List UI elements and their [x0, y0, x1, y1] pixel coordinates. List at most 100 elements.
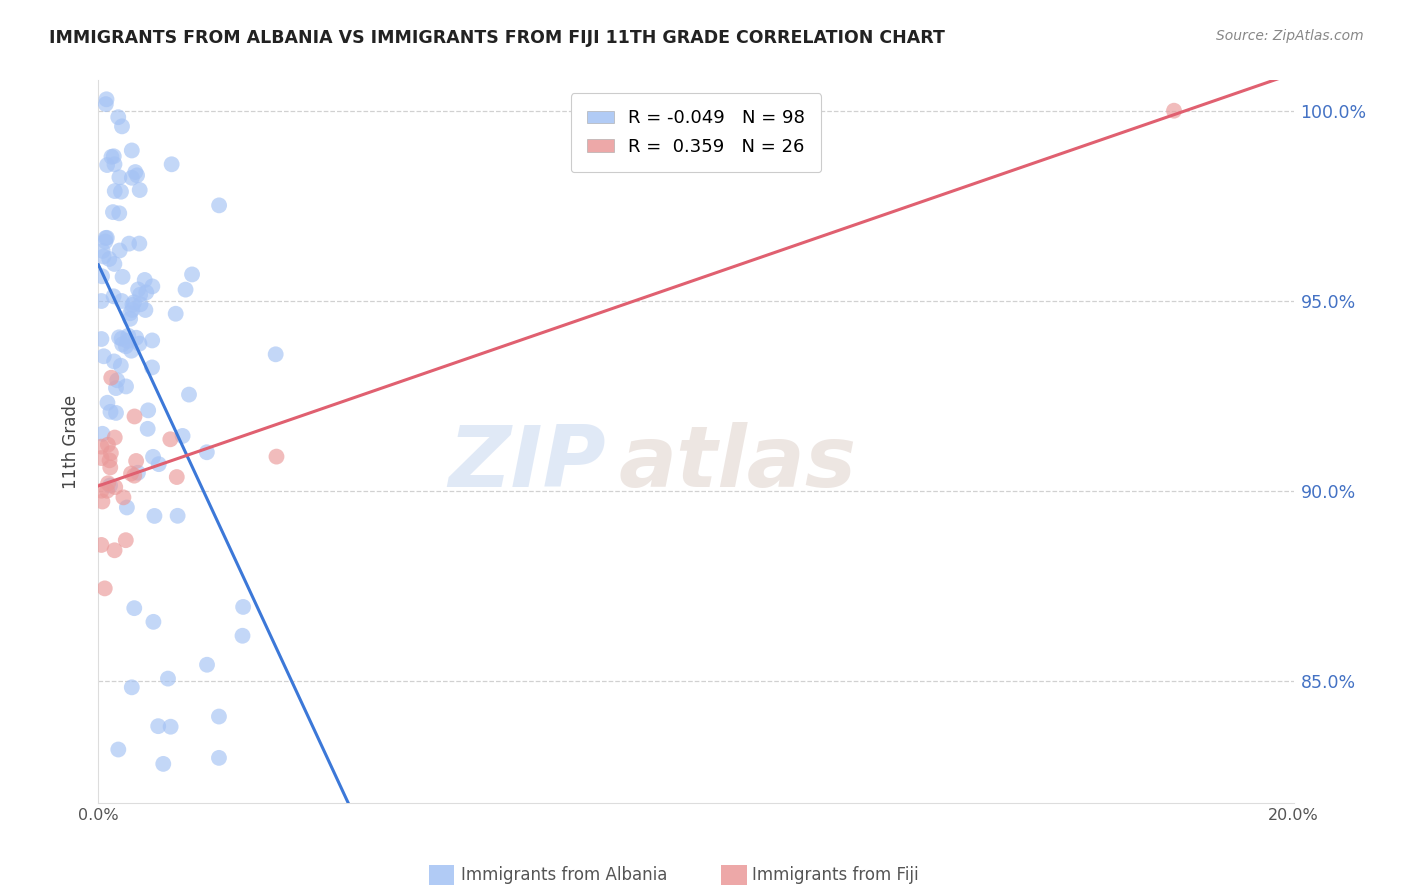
Point — [110, 359, 132, 373]
Point — [108, 244, 131, 258]
Point — [159, 432, 181, 446]
Point — [98, 453, 121, 467]
Point — [111, 293, 134, 308]
Point — [96, 483, 118, 498]
Point — [103, 157, 125, 171]
Point — [141, 360, 163, 375]
Point — [129, 297, 152, 311]
Point — [110, 185, 132, 199]
Point — [96, 158, 118, 172]
Point — [94, 97, 117, 112]
Point — [97, 438, 120, 452]
Point — [111, 120, 134, 134]
Point — [117, 328, 139, 343]
Point — [107, 742, 129, 756]
Point — [142, 615, 165, 629]
Point — [121, 681, 143, 695]
Point — [142, 450, 165, 464]
Point — [97, 476, 120, 491]
Text: ZIP: ZIP — [449, 422, 606, 505]
Point — [195, 657, 218, 672]
Point — [134, 273, 156, 287]
Point — [208, 198, 231, 212]
Point — [120, 467, 142, 481]
Point — [98, 252, 121, 266]
Point — [125, 331, 148, 345]
Point — [231, 629, 253, 643]
Point — [91, 244, 114, 258]
Point — [115, 500, 138, 515]
Point — [125, 169, 148, 183]
Point — [108, 170, 131, 185]
Point — [115, 339, 138, 353]
Point — [166, 470, 188, 484]
Point — [112, 491, 135, 505]
Point — [103, 149, 125, 163]
Point — [1163, 103, 1185, 118]
Point — [100, 405, 122, 419]
Point — [118, 236, 141, 251]
Point — [122, 468, 145, 483]
Point — [128, 183, 150, 197]
Point — [100, 446, 122, 460]
Point — [100, 370, 122, 384]
Point — [136, 403, 159, 417]
Point — [103, 289, 125, 303]
Point — [174, 283, 197, 297]
Point — [104, 480, 127, 494]
Point — [172, 429, 194, 443]
Point — [107, 110, 129, 124]
Point — [264, 347, 287, 361]
Point — [91, 269, 114, 284]
Point — [93, 250, 115, 264]
Point — [266, 450, 288, 464]
Point — [141, 334, 163, 348]
Point — [105, 373, 128, 387]
Point — [103, 543, 125, 558]
Point — [127, 283, 149, 297]
Point — [120, 311, 142, 326]
Point — [166, 508, 188, 523]
Point — [122, 601, 145, 615]
Point — [90, 483, 112, 498]
Point — [124, 409, 146, 424]
Point — [117, 334, 139, 348]
Point — [90, 538, 112, 552]
Point — [108, 330, 131, 344]
Point — [122, 295, 145, 310]
Point — [152, 756, 174, 771]
Point — [91, 426, 114, 441]
Point — [103, 354, 125, 368]
Point — [124, 165, 146, 179]
Point — [114, 533, 136, 548]
Point — [177, 387, 200, 401]
Point — [101, 205, 124, 219]
Point — [121, 144, 143, 158]
Text: Source: ZipAtlas.com: Source: ZipAtlas.com — [1216, 29, 1364, 43]
Point — [93, 349, 115, 363]
Point — [90, 293, 112, 308]
Point — [90, 440, 112, 454]
Point — [232, 599, 254, 614]
Point — [115, 379, 138, 393]
Point — [148, 719, 170, 733]
Point — [105, 406, 128, 420]
Point — [96, 395, 118, 409]
Point — [125, 454, 148, 468]
Point — [108, 206, 131, 220]
Point — [96, 231, 118, 245]
Point — [127, 466, 149, 480]
Point — [120, 306, 142, 320]
Point — [100, 150, 122, 164]
Point — [128, 336, 150, 351]
Point — [156, 672, 179, 686]
Point — [121, 298, 143, 312]
Legend: R = -0.049   N = 98, R =  0.359   N = 26: R = -0.049 N = 98, R = 0.359 N = 26 — [571, 93, 821, 172]
Y-axis label: 11th Grade: 11th Grade — [62, 394, 80, 489]
Point — [181, 268, 204, 282]
Point — [111, 337, 134, 351]
Point — [128, 236, 150, 251]
Point — [104, 184, 127, 198]
Point — [98, 478, 121, 492]
Point — [141, 279, 163, 293]
